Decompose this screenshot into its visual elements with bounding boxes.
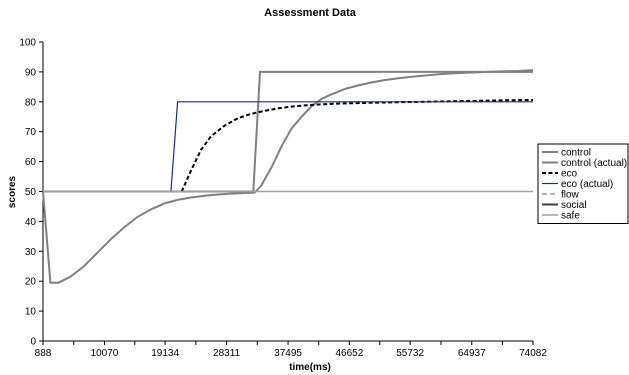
legend-entry: control bbox=[561, 148, 591, 159]
x-tick-label: 55732 bbox=[396, 348, 424, 359]
x-tick-label: 10070 bbox=[91, 348, 119, 359]
y-axis-label: scores bbox=[7, 175, 18, 208]
series-line-eco-actual bbox=[170, 101, 533, 192]
legend-entry: safe bbox=[561, 211, 580, 222]
y-tick-label: 40 bbox=[25, 217, 37, 228]
y-tick-label: 50 bbox=[25, 187, 37, 198]
x-tick-label: 64937 bbox=[458, 348, 486, 359]
y-tick-label: 90 bbox=[25, 67, 37, 78]
x-tick-label: 37495 bbox=[274, 348, 302, 359]
legend-entry: flow bbox=[561, 190, 580, 201]
legend-entry: control (actual) bbox=[561, 158, 627, 169]
y-tick-label: 60 bbox=[25, 157, 37, 168]
legend-entry: eco (actual) bbox=[561, 179, 613, 190]
x-tick-label: 19134 bbox=[151, 348, 179, 359]
y-tick-label: 70 bbox=[25, 127, 37, 138]
x-tick-label: 28311 bbox=[213, 348, 241, 359]
y-tick-label: 20 bbox=[25, 277, 37, 288]
x-tick-label: 74082 bbox=[519, 348, 547, 359]
x-tick-label: 46652 bbox=[335, 348, 363, 359]
y-tick-label: 80 bbox=[25, 97, 37, 108]
y-tick-label: 0 bbox=[30, 337, 36, 348]
y-tick-label: 30 bbox=[25, 247, 37, 258]
plot-area: 0 10 20 30 40 50 60 70 80 90 100 888 10070 19134 28311… bbox=[19, 38, 547, 360]
y-tick-label: 10 bbox=[25, 307, 37, 318]
legend-entry: eco bbox=[561, 169, 578, 180]
series-line-control-actual bbox=[42, 69, 534, 284]
chart-title: Assessment Data bbox=[264, 7, 357, 19]
x-tick-label: 888 bbox=[35, 348, 52, 359]
series-line-eco bbox=[180, 99, 534, 192]
x-axis-label: time(ms) bbox=[289, 362, 331, 373]
series-line-control bbox=[43, 70, 533, 193]
legend-entry: social bbox=[561, 200, 587, 211]
y-tick-label: 100 bbox=[19, 38, 36, 49]
